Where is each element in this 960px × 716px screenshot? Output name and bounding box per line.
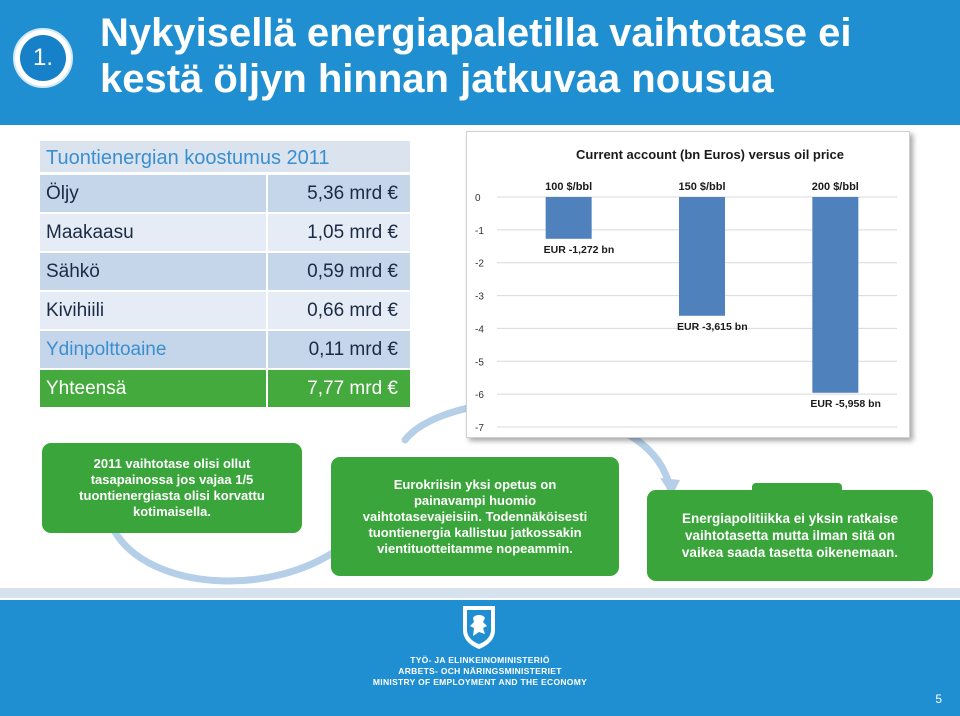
y-tick-label: 0 — [475, 193, 481, 204]
table-row: Sähkö 0,59 mrd € — [40, 253, 410, 292]
page-number: 5 — [935, 692, 942, 706]
data-label: EUR -5,958 bn — [810, 398, 881, 410]
slide-title: Nykyisellä energiapaletilla vaihtotase e… — [100, 10, 940, 102]
y-tick-label: -3 — [475, 292, 484, 303]
bar — [545, 197, 592, 239]
info-line: tuontienergia kallistuu jatkossakin — [368, 525, 582, 540]
table-row: Maakaasu 1,05 mrd € — [40, 214, 410, 253]
info-line: tuontienergiasta olisi korvattu — [79, 488, 265, 503]
ministry-name: TYÖ- JA ELINKEINOMINISTERIÖ ARBETS- OCH … — [340, 655, 620, 688]
y-tick-label: -2 — [475, 259, 484, 270]
row-label: Kivihiili — [46, 300, 105, 321]
footer-divider — [0, 588, 960, 598]
title-line-1: Nykyisellä energiapaletilla vaihtotase e… — [100, 11, 852, 55]
total-label: Yhteensä — [46, 378, 127, 399]
section-badge: 1. — [13, 28, 73, 88]
info-box-tab — [752, 483, 842, 492]
slide-footer: TYÖ- JA ELINKEINOMINISTERIÖ ARBETS- OCH … — [0, 600, 960, 716]
current-account-chart: Current account (bn Euros) versus oil pr… — [466, 131, 910, 438]
import-energy-table: Tuontienergian koostumus 2011 Öljy 5,36 … — [40, 141, 410, 409]
info-line: tasapainossa jos vajaa 1/5 — [90, 472, 254, 487]
info-line: vaikea saada tasetta oikenemaan. — [681, 545, 899, 560]
section-number: 1. — [20, 35, 66, 81]
category-label: 200 $/bbl — [812, 181, 859, 193]
bar — [679, 197, 725, 316]
info-box-eurocrisis: Eurokriisin yksi opetus on painavampi hu… — [331, 457, 619, 576]
y-tick-label: -6 — [475, 390, 484, 401]
category-label: 150 $/bbl — [678, 181, 725, 193]
arc-arrow-left — [111, 528, 344, 585]
info-line: vaihtotasetta mutta ilman sitä on — [684, 528, 896, 543]
total-value: 7,77 mrd € — [266, 370, 410, 407]
table-heading: Tuontienergian koostumus 2011 — [40, 141, 410, 175]
row-label: Ydinpolttoaine — [46, 339, 167, 360]
data-label: EUR -3,615 bn — [677, 321, 748, 333]
ministry-name-fi: TYÖ- JA ELINKEINOMINISTERIÖ — [410, 655, 550, 665]
table-row: Kivihiili 0,66 mrd € — [40, 292, 410, 331]
info-line: vientituotteitamme nopeammin. — [377, 541, 573, 556]
category-label: 100 $/bbl — [545, 181, 592, 193]
info-line: painavampi huomio — [413, 493, 537, 508]
y-tick-label: -5 — [475, 357, 484, 368]
info-line: 2011 vaihtotase olisi ollut — [93, 456, 251, 471]
info-box-balance: 2011 vaihtotase olisi ollut tasapainossa… — [42, 443, 302, 533]
chart-title: Current account (bn Euros) versus oil pr… — [576, 147, 844, 162]
y-tick-label: -1 — [475, 226, 484, 237]
bar — [812, 197, 859, 393]
ministry-name-en: MINISTRY OF EMPLOYMENT AND THE ECONOMY — [372, 677, 588, 687]
row-value: 1,05 mrd € — [266, 214, 410, 251]
row-label: Maakaasu — [46, 222, 134, 243]
info-box-energy-policy: Energiapolitiikka ei yksin ratkaise vaih… — [647, 490, 933, 581]
row-value: 0,66 mrd € — [266, 292, 410, 329]
title-line-2: kestä öljyn hinnan jatkuvaa nousua — [100, 57, 774, 101]
row-value: 0,11 mrd € — [266, 331, 410, 368]
row-label: Sähkö — [46, 261, 100, 282]
row-label: Öljy — [46, 183, 79, 204]
slide-header: 1. Nykyisellä energiapaletilla vaihtotas… — [0, 0, 960, 125]
info-line: Energiapolitiikka ei yksin ratkaise — [681, 511, 899, 526]
data-label: EUR -1,272 bn — [544, 244, 615, 256]
table-row: Öljy 5,36 mrd € — [40, 175, 410, 214]
info-line: Eurokriisin yksi opetus on — [393, 477, 557, 492]
ministry-crest-icon — [463, 606, 495, 649]
info-line: vaihtotasevajeisiin. Todennäköisesti — [362, 509, 588, 524]
ministry-name-sv: ARBETS- OCH NÄRINGSMINISTERIET — [398, 666, 562, 676]
table-row: Ydinpolttoaine 0,11 mrd € — [40, 331, 410, 370]
info-line: kotimaisella. — [132, 504, 212, 519]
chart-canvas: Current account (bn Euros) versus oil pr… — [475, 147, 897, 434]
table-total-row: Yhteensä 7,77 mrd € — [40, 370, 410, 409]
y-tick-label: -4 — [475, 324, 484, 335]
arc-arrow-right-head — [660, 478, 680, 496]
row-value: 0,59 mrd € — [266, 253, 410, 290]
y-tick-label: -7 — [475, 423, 484, 434]
row-value: 5,36 mrd € — [266, 175, 410, 212]
